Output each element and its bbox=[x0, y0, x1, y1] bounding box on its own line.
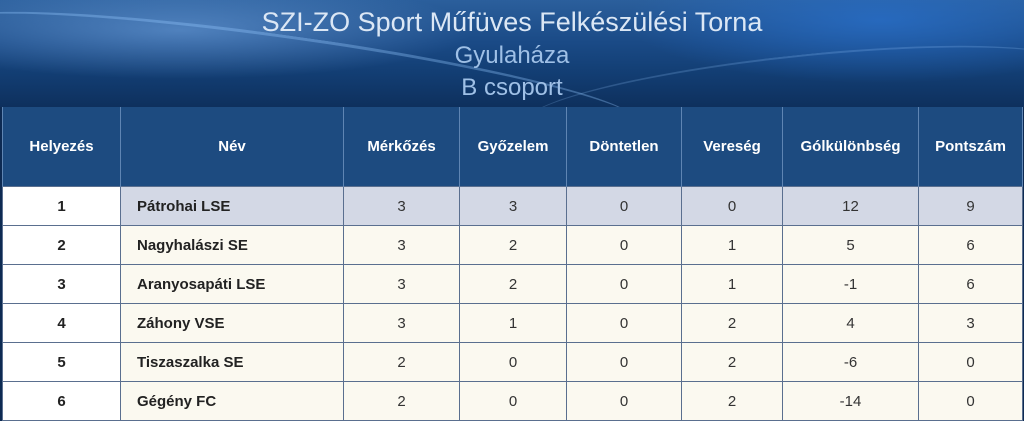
cell-points: 9 bbox=[918, 186, 1023, 226]
cell-drawn: 0 bbox=[566, 303, 682, 343]
page-title: SZI-ZO Sport Műfüves Felkészülési Torna bbox=[261, 7, 763, 37]
column-header-won[interactable]: Győzelem bbox=[459, 107, 567, 187]
column-header-lost[interactable]: Vereség bbox=[681, 107, 783, 187]
group-label: B csoport bbox=[461, 74, 563, 101]
cell-drawn: 0 bbox=[566, 225, 682, 265]
cell-position: 5 bbox=[2, 342, 121, 382]
table-row: 1 Pátrohai LSE 3 3 0 0 12 9 bbox=[2, 186, 1023, 226]
column-header-goal-difference[interactable]: Gólkülönbség bbox=[782, 107, 919, 187]
cell-position: 6 bbox=[2, 381, 121, 421]
cell-won: 0 bbox=[459, 342, 567, 382]
cell-team-name: Tiszaszalka SE bbox=[120, 342, 344, 382]
column-header-drawn[interactable]: Döntetlen bbox=[566, 107, 682, 187]
cell-points: 0 bbox=[918, 342, 1023, 382]
cell-goal-difference: 4 bbox=[782, 303, 919, 343]
table-row: 2 Nagyhalászi SE 3 2 0 1 5 6 bbox=[2, 225, 1023, 265]
cell-played: 3 bbox=[343, 264, 460, 304]
table-row: 5 Tiszaszalka SE 2 0 0 2 -6 0 bbox=[2, 342, 1023, 382]
table-row: 6 Gégény FC 2 0 0 2 -14 0 bbox=[2, 381, 1023, 421]
cell-played: 3 bbox=[343, 303, 460, 343]
cell-lost: 1 bbox=[681, 264, 783, 304]
cell-team-name: Aranyosapáti LSE bbox=[120, 264, 344, 304]
cell-won: 1 bbox=[459, 303, 567, 343]
cell-position: 4 bbox=[2, 303, 121, 343]
cell-goal-difference: -6 bbox=[782, 342, 919, 382]
cell-goal-difference: 5 bbox=[782, 225, 919, 265]
cell-drawn: 0 bbox=[566, 264, 682, 304]
column-header-points[interactable]: Pontszám bbox=[918, 107, 1023, 187]
cell-position: 1 bbox=[2, 186, 121, 226]
cell-won: 2 bbox=[459, 225, 567, 265]
cell-points: 6 bbox=[918, 264, 1023, 304]
cell-drawn: 0 bbox=[566, 186, 682, 226]
cell-played: 2 bbox=[343, 342, 460, 382]
column-header-played[interactable]: Mérkőzés bbox=[343, 107, 460, 187]
cell-team-name: Záhony VSE bbox=[120, 303, 344, 343]
cell-team-name: Pátrohai LSE bbox=[120, 186, 344, 226]
cell-team-name: Gégény FC bbox=[120, 381, 344, 421]
cell-lost: 2 bbox=[681, 303, 783, 343]
cell-position: 3 bbox=[2, 264, 121, 304]
cell-lost: 2 bbox=[681, 342, 783, 382]
cell-lost: 0 bbox=[681, 186, 783, 226]
cell-position: 2 bbox=[2, 225, 121, 265]
column-header-position[interactable]: Helyezés bbox=[2, 107, 121, 187]
cell-drawn: 0 bbox=[566, 342, 682, 382]
cell-played: 3 bbox=[343, 186, 460, 226]
cell-played: 3 bbox=[343, 225, 460, 265]
cell-won: 3 bbox=[459, 186, 567, 226]
page-subtitle: Gyulaháza bbox=[454, 42, 570, 69]
cell-lost: 1 bbox=[681, 225, 783, 265]
cell-points: 6 bbox=[918, 225, 1023, 265]
cell-points: 3 bbox=[918, 303, 1023, 343]
cell-goal-difference: -14 bbox=[782, 381, 919, 421]
cell-won: 0 bbox=[459, 381, 567, 421]
standings-table: Helyezés Név Mérkőzés Győzelem Döntetlen… bbox=[2, 107, 1023, 421]
cell-goal-difference: -1 bbox=[782, 264, 919, 304]
table-header-row: Helyezés Név Mérkőzés Győzelem Döntetlen… bbox=[2, 107, 1023, 187]
cell-drawn: 0 bbox=[566, 381, 682, 421]
cell-points: 0 bbox=[918, 381, 1023, 421]
cell-won: 2 bbox=[459, 264, 567, 304]
table-row: 4 Záhony VSE 3 1 0 2 4 3 bbox=[2, 303, 1023, 343]
column-header-name[interactable]: Név bbox=[120, 107, 344, 187]
cell-goal-difference: 12 bbox=[782, 186, 919, 226]
cell-lost: 2 bbox=[681, 381, 783, 421]
cell-team-name: Nagyhalászi SE bbox=[120, 225, 344, 265]
table-row: 3 Aranyosapáti LSE 3 2 0 1 -1 6 bbox=[2, 264, 1023, 304]
cell-played: 2 bbox=[343, 381, 460, 421]
page-header: SZI-ZO Sport Műfüves Felkészülési Torna … bbox=[0, 0, 1024, 107]
